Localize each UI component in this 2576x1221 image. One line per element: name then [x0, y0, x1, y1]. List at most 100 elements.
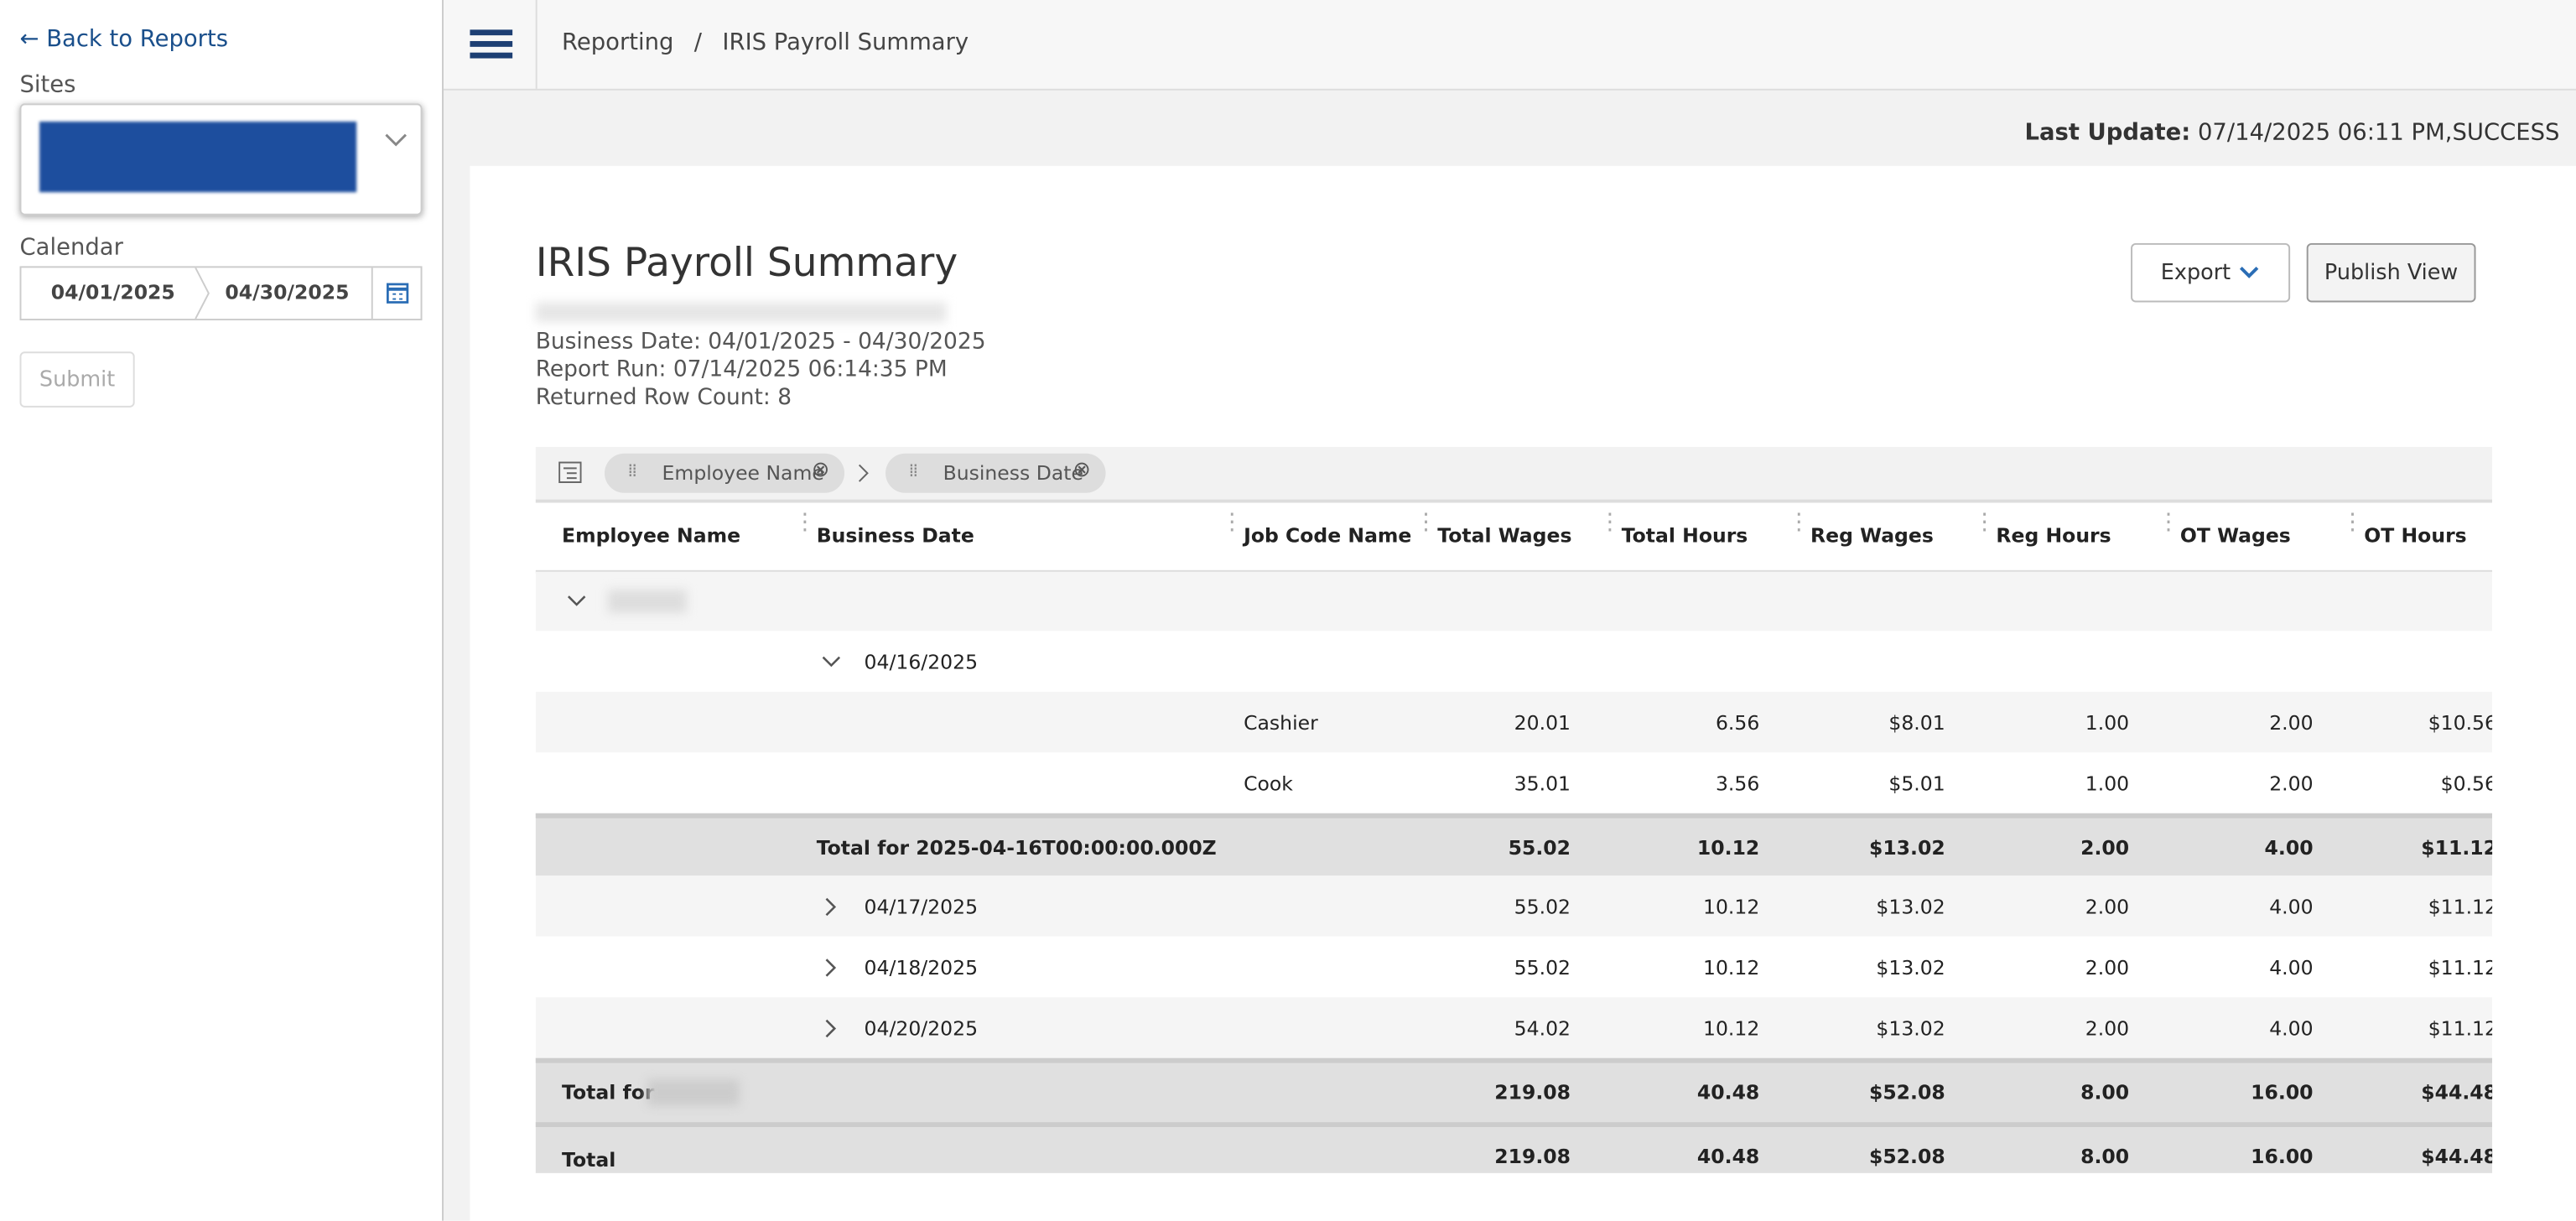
- cell-value: $5.01: [1888, 771, 1945, 795]
- cell-value: 20.01: [1514, 710, 1571, 734]
- table-row: 04/20/2025 54.02 10.12 $13.02 2.00 4.00 $11.12: [535, 997, 2493, 1058]
- start-date[interactable]: 04/01/2025: [50, 281, 175, 304]
- total-label: Total for: [562, 1081, 655, 1104]
- cell-value: 55.02: [1514, 955, 1571, 979]
- detail-line: Business Date: 04/01/2025 - 04/30/2025: [535, 328, 986, 356]
- sites-label: Sites: [19, 72, 76, 99]
- column-resizer[interactable]: ⋮: [1787, 509, 1811, 536]
- column-header[interactable]: Business Date: [816, 523, 974, 548]
- column-header[interactable]: OT Wages: [2179, 523, 2291, 548]
- column-resizer[interactable]: ⋮: [1598, 509, 1622, 536]
- cell-value: 1.00: [2085, 710, 2130, 734]
- expand-toggle[interactable]: [822, 896, 842, 917]
- end-date[interactable]: 04/30/2025: [225, 281, 350, 304]
- button-text[interactable]: Export: [2160, 260, 2231, 285]
- column-resizer[interactable]: ⋮: [793, 509, 817, 536]
- table-row: 04/18/2025 55.02 10.12 $13.02 2.00 4.00 $11.12: [535, 936, 2493, 998]
- column-resizer[interactable]: ⋮: [1414, 509, 1438, 536]
- expand-toggle[interactable]: [567, 591, 587, 611]
- cell-value: 2.00: [2085, 955, 2130, 979]
- calendar-icon: [386, 283, 409, 304]
- table-row: 04/16/2025: [535, 631, 2493, 692]
- export-button[interactable]: Export: [2131, 242, 2291, 303]
- cell-value: $11.12: [2428, 955, 2493, 979]
- cell-value: 55.02: [1508, 835, 1571, 859]
- cell-value: 4.00: [2269, 894, 2314, 918]
- breadcrumb: Reporting / IRIS Payroll Summary: [562, 29, 969, 55]
- table-body: 04/16/2025 Cashier 20.01 6.56 $8.01 1.00 2.00 $…: [535, 571, 2493, 1173]
- table-row: Cook 35.01 3.56 $5.01 1.00 2.00 $0.56: [535, 752, 2493, 813]
- table-row: Total 219.08 40.48 $52.08 8.00 16.00 $44.48: [535, 1122, 2493, 1173]
- column-header[interactable]: Job Code Name: [1244, 523, 1412, 548]
- submit-button[interactable]: Submit: [19, 351, 135, 408]
- cell-value: 10.12: [1696, 835, 1760, 859]
- column-header[interactable]: Employee Name: [562, 523, 741, 548]
- column-header[interactable]: Reg Wages: [1810, 523, 1934, 548]
- cell-value: 16.00: [2251, 1081, 2314, 1104]
- cell-value: 219.08: [1494, 1145, 1571, 1168]
- last-update: Last Update: 07/14/2025 06:11 PM,SUCCESS: [2025, 120, 2560, 146]
- back-link[interactable]: ← Back to Reports: [19, 26, 229, 53]
- dropdown-chevron: [385, 133, 407, 147]
- expand-toggle[interactable]: [822, 1018, 842, 1038]
- job-code-name: Cook: [1244, 771, 1293, 795]
- cell-value: 35.01: [1514, 771, 1571, 795]
- hamburger-icon: [470, 29, 513, 59]
- group-chip[interactable]: ⁞⁞ Employee Name ⊗: [604, 453, 845, 493]
- cell-value: 219.08: [1494, 1081, 1571, 1104]
- sites-select[interactable]: [19, 103, 423, 216]
- cell-value: 2.00: [2085, 894, 2130, 918]
- back-text[interactable]: Back to Reports: [46, 26, 229, 53]
- chip-text: Business Date: [943, 461, 1083, 485]
- cell-value: 8.00: [2080, 1145, 2130, 1168]
- detail-line: Returned Row Count: 8: [535, 384, 792, 411]
- menu-button[interactable]: [444, 0, 538, 89]
- column-header[interactable]: Total Hours: [1621, 523, 1748, 548]
- cell-value: $13.02: [1876, 955, 1945, 979]
- publish-button[interactable]: Publish View: [2306, 242, 2476, 303]
- business-date: 04/18/2025: [864, 955, 979, 979]
- cell-value: 54.02: [1514, 1016, 1571, 1040]
- sidebar: ← Back to Reports Sites Calendar 04/01/2…: [0, 0, 444, 1221]
- column-header[interactable]: Reg Hours: [1996, 523, 2111, 548]
- column-resizer[interactable]: ⋮: [2157, 509, 2180, 536]
- cell-value: $11.12: [2428, 1016, 2493, 1040]
- job-code-name: Cashier: [1244, 710, 1318, 734]
- status-label: Last Update:: [2024, 120, 2191, 147]
- top-bar: Reporting / IRIS Payroll Summary: [443, 0, 2576, 91]
- column-resizer[interactable]: ⋮: [2340, 509, 2365, 536]
- date-range[interactable]: 04/01/2025 04/30/2025: [19, 266, 423, 321]
- column-header[interactable]: OT Hours: [2364, 523, 2467, 548]
- column-resizer[interactable]: ⋮: [1220, 509, 1244, 536]
- report-details: Business Date: 04/01/2025 - 04/30/2025 R…: [536, 329, 986, 413]
- blurred-employee-name: [607, 590, 687, 613]
- range-divider: [195, 268, 210, 320]
- chip-text: Employee Name: [662, 461, 824, 485]
- button-text[interactable]: Publish View: [2324, 260, 2459, 285]
- cell-value: 10.12: [1702, 955, 1760, 979]
- expand-toggle[interactable]: [822, 652, 842, 672]
- grouping-icon: [558, 461, 582, 484]
- cell-value: $11.12: [2421, 835, 2493, 859]
- expand-toggle[interactable]: [822, 957, 842, 977]
- business-date: 04/17/2025: [864, 894, 979, 918]
- cell-value: $44.48: [2421, 1081, 2493, 1104]
- breadcrumb-item[interactable]: Reporting: [562, 29, 674, 56]
- cell-value: $13.02: [1876, 894, 1945, 918]
- column-resizer[interactable]: ⋮: [1972, 509, 1997, 536]
- cell-value: 1.00: [2085, 771, 2130, 795]
- group-chip[interactable]: ⁞⁞ Business Date ⊗: [886, 453, 1106, 493]
- selected-site-blurred: [39, 121, 357, 193]
- cell-value: 6.56: [1715, 710, 1760, 734]
- cell-value: 40.48: [1696, 1081, 1760, 1104]
- cell-value: $0.56: [2440, 771, 2493, 795]
- table-row: [535, 571, 2493, 631]
- business-date: 04/16/2025: [864, 649, 979, 673]
- cell-value: $44.48: [2421, 1145, 2493, 1168]
- column-header[interactable]: Total Wages: [1437, 523, 1572, 548]
- cell-value: $13.02: [1868, 835, 1945, 859]
- calendar-button[interactable]: [371, 268, 423, 320]
- cell-value: $52.08: [1868, 1145, 1945, 1168]
- blurred-subtitle: [535, 302, 947, 323]
